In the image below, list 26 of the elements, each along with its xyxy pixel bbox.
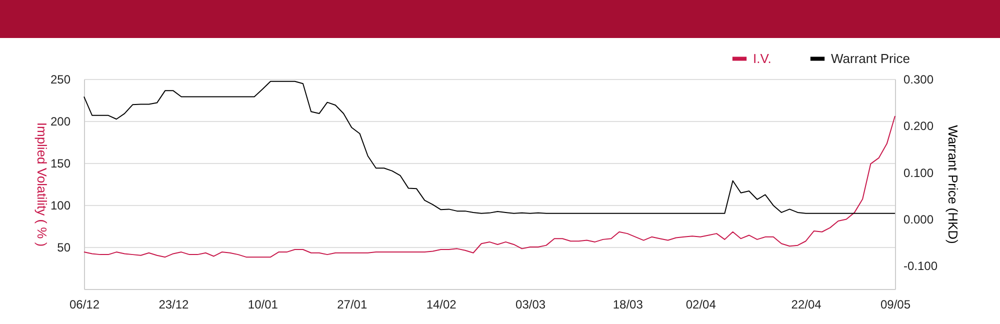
y2-tick-label: 0.000 <box>904 212 934 226</box>
x-tick-label: 23/12 <box>158 298 190 312</box>
x-tick-label: 18/03 <box>612 298 644 312</box>
legend-label: Warrant Price <box>831 50 910 66</box>
x-tick-label: 10/01 <box>248 298 278 312</box>
y2-axis-title: Warrant Price (HKD) <box>946 125 961 244</box>
x-tick-label: 27/01 <box>337 298 368 312</box>
x-tick-label: 06/12 <box>69 298 100 312</box>
x-tick-label: 02/04 <box>686 298 716 312</box>
y-tick-label: 150 <box>50 156 71 170</box>
y2-tick-label: -0.100 <box>904 259 938 274</box>
line-series <box>84 115 896 258</box>
x-tick-label: 09/05 <box>880 298 911 312</box>
x-tick-label: 22/04 <box>791 298 822 312</box>
line-series <box>84 80 896 214</box>
x-tick-label: 14/02 <box>426 298 457 312</box>
x-tick-label: 03/03 <box>516 298 546 312</box>
y-tick-label: 50 <box>57 240 71 254</box>
y-tick-label: 250 <box>50 72 71 86</box>
y-tick-label: 200 <box>50 114 71 128</box>
y2-tick-label: 0.300 <box>904 72 934 86</box>
y-axis-title: Implied Volatility ( % ) <box>34 122 50 247</box>
y-tick-label: 100 <box>50 198 71 212</box>
legend-label: I.V. <box>753 50 772 66</box>
y2-tick-label: 0.200 <box>904 119 934 134</box>
y2-tick-label: 0.100 <box>904 166 934 180</box>
